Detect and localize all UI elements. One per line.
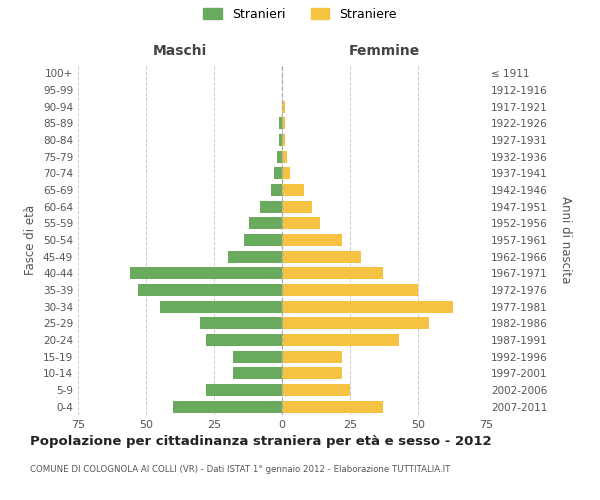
Bar — [282, 284, 418, 296]
Bar — [282, 100, 285, 112]
Bar — [260, 200, 282, 212]
Bar — [274, 168, 282, 179]
Bar — [173, 400, 282, 412]
Text: COMUNE DI COLOGNOLA AI COLLI (VR) - Dati ISTAT 1° gennaio 2012 - Elaborazione TU: COMUNE DI COLOGNOLA AI COLLI (VR) - Dati… — [30, 465, 451, 474]
Bar — [244, 234, 282, 246]
Bar — [250, 218, 282, 230]
Bar — [282, 250, 361, 262]
Bar — [271, 184, 282, 196]
Bar — [233, 368, 282, 380]
Bar — [282, 300, 454, 312]
Bar — [206, 334, 282, 346]
Y-axis label: Fasce di età: Fasce di età — [25, 205, 37, 275]
Bar — [282, 134, 285, 146]
Bar — [160, 300, 282, 312]
Text: Popolazione per cittadinanza straniera per età e sesso - 2012: Popolazione per cittadinanza straniera p… — [30, 435, 491, 448]
Bar — [282, 234, 342, 246]
Bar — [200, 318, 282, 330]
Bar — [282, 218, 320, 230]
Legend: Stranieri, Straniere: Stranieri, Straniere — [198, 2, 402, 26]
Bar — [282, 118, 285, 130]
Bar — [282, 268, 383, 280]
Bar — [282, 184, 304, 196]
Text: Femmine: Femmine — [349, 44, 419, 59]
Bar — [282, 400, 383, 412]
Y-axis label: Anni di nascita: Anni di nascita — [559, 196, 572, 284]
Bar — [282, 150, 287, 162]
Bar — [130, 268, 282, 280]
Bar — [233, 350, 282, 362]
Bar — [227, 250, 282, 262]
Bar — [206, 384, 282, 396]
Bar — [279, 118, 282, 130]
Bar — [282, 168, 290, 179]
Bar — [277, 150, 282, 162]
Bar — [282, 350, 342, 362]
Bar — [279, 134, 282, 146]
Bar — [282, 368, 342, 380]
Bar — [282, 384, 350, 396]
Bar — [282, 200, 312, 212]
Bar — [282, 334, 399, 346]
Bar — [138, 284, 282, 296]
Text: Maschi: Maschi — [153, 44, 207, 59]
Bar — [282, 318, 429, 330]
